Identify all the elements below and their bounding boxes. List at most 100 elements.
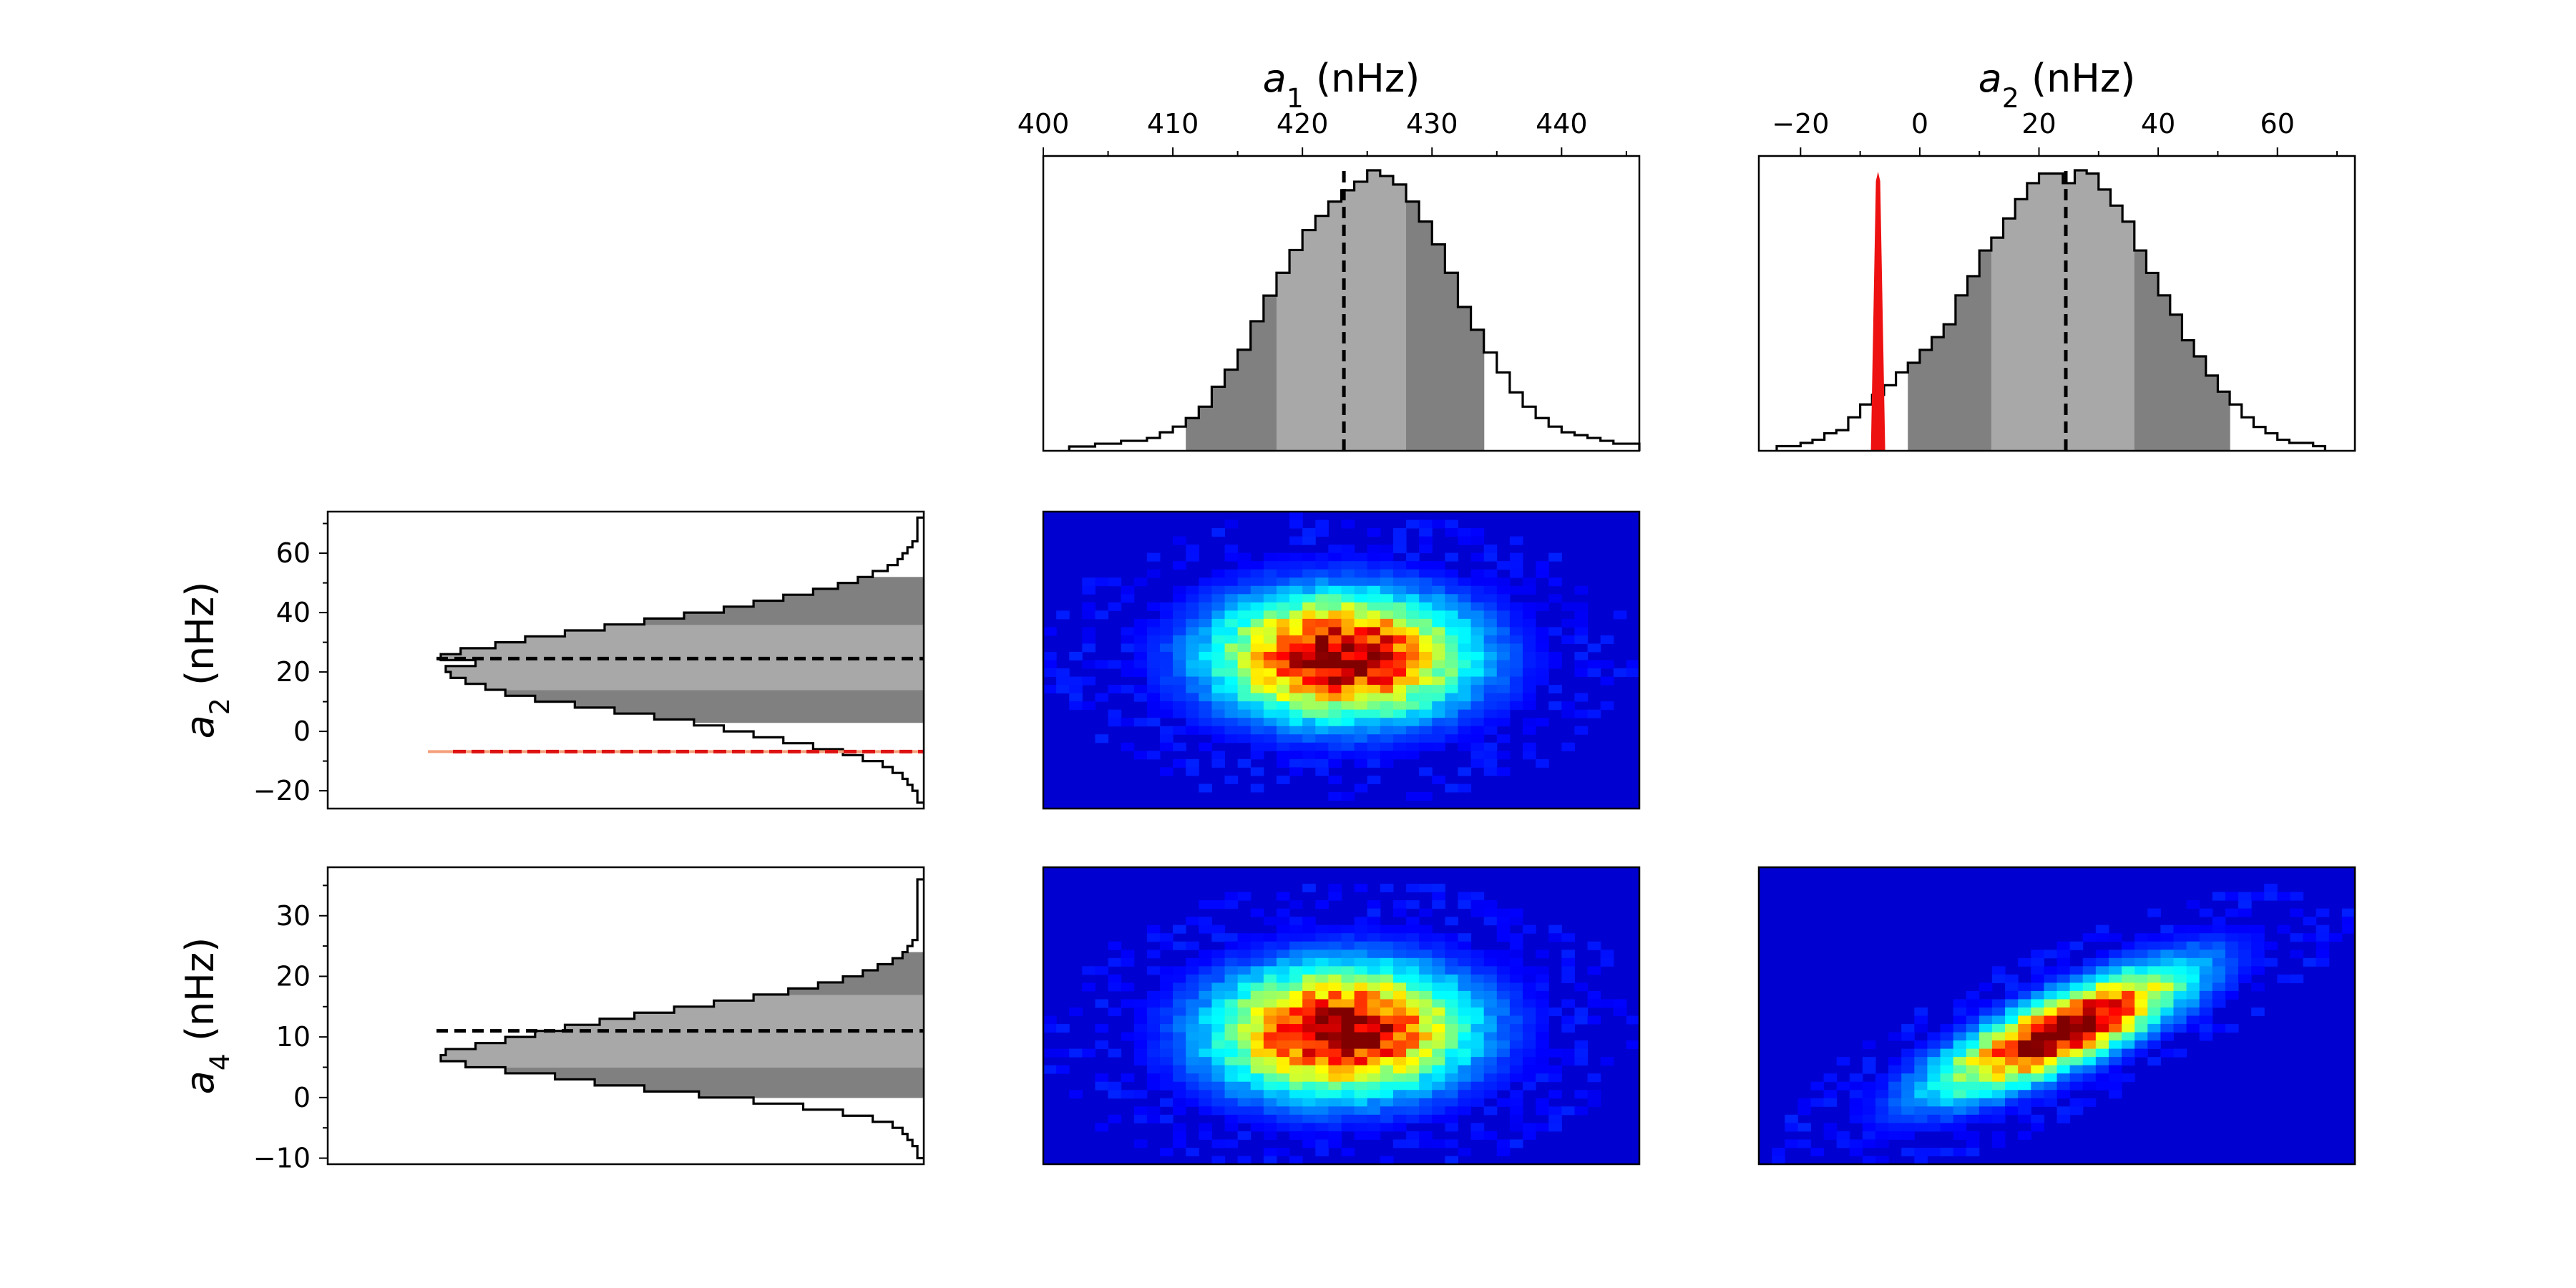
heatmap-cell [1901, 1090, 1915, 1099]
heatmap-cell [1991, 1007, 2006, 1016]
heatmap-cell [1862, 1040, 1876, 1050]
heatmap-cell [1315, 528, 1329, 537]
heatmap-cell [1470, 990, 1485, 1000]
heatmap-cell [2225, 950, 2239, 959]
heatmap-cell [2160, 982, 2174, 992]
histogram-bar [857, 577, 924, 584]
heatmap-cell [1406, 1048, 1420, 1058]
heatmap-cell [1237, 892, 1252, 901]
heatmap-cell [1419, 966, 1433, 975]
heatmap-cell [2122, 941, 2135, 950]
heatmap-cell [1406, 1032, 1420, 1041]
heatmap-cell [1263, 1057, 1277, 1066]
heatmap-cell [1797, 1123, 1811, 1132]
heatmap-cell [1496, 1015, 1511, 1025]
heatmap-cell [1289, 1073, 1303, 1083]
heatmap-cell [1367, 668, 1381, 678]
heatmap-cell [1914, 1073, 1928, 1083]
heatmap-cell [1380, 610, 1394, 620]
heatmap-cell [1276, 1147, 1290, 1156]
heatmap-cell [1927, 1114, 1941, 1123]
heatmap-cell [2082, 1098, 2097, 1107]
heatmap-cell [2238, 957, 2252, 967]
heatmap-cell [1940, 1098, 1954, 1107]
heatmap-cell [1419, 1131, 1433, 1140]
heatmap-cell [1392, 1139, 1407, 1148]
heatmap-cell [2173, 941, 2187, 950]
heatmap-cell [1276, 1015, 1290, 1025]
heatmap-cell [2082, 1048, 2097, 1058]
heatmap-cell [1901, 1057, 1915, 1066]
heatmap-cell [1302, 1057, 1316, 1066]
heatmap-cell [2018, 1007, 2031, 1016]
heatmap-cell [1367, 900, 1381, 909]
heatmap-cell [1862, 1114, 1876, 1123]
heatmap-cell [1341, 974, 1355, 983]
heatmap-cell [1095, 1024, 1109, 1033]
heatmap-cell [1470, 950, 1485, 959]
heatmap-cell [1315, 685, 1329, 694]
heatmap-cell [1523, 1065, 1536, 1074]
heatmap-cell [2108, 1007, 2122, 1016]
heatmap-cell [1367, 1040, 1381, 1050]
heatmap-cell [1302, 660, 1316, 669]
heatmap-cell [1953, 1081, 1967, 1091]
histogram-bar [1943, 324, 1956, 451]
heatmap-cell [1445, 685, 1458, 694]
heatmap-cell [2225, 924, 2239, 934]
heatmap-cell [2031, 974, 2044, 983]
heatmap-cell [1146, 1065, 1161, 1074]
heatmap-cell [1367, 709, 1381, 718]
heatmap-cell [2173, 999, 2187, 1008]
heatmap-cell [1419, 602, 1433, 611]
heatmap-cell [1380, 1032, 1394, 1041]
heatmap-cell [1380, 602, 1394, 611]
heatmap-cell [1483, 618, 1498, 628]
heatmap-cell [2057, 1048, 2071, 1058]
heatmap-cell [1159, 668, 1174, 678]
heatmap-cell [1302, 957, 1316, 967]
heatmap-cell [1914, 1048, 1928, 1058]
heatmap-cell [1224, 957, 1239, 967]
heatmap-cell [1561, 957, 1575, 967]
heatmap-cell [2069, 1106, 2084, 1116]
heatmap-cell [1315, 1040, 1329, 1050]
tick-label: 0 [293, 1082, 311, 1113]
heatmap-cell [1328, 569, 1342, 578]
heatmap-cell [1496, 1073, 1511, 1083]
heatmap-cell [2160, 1024, 2174, 1033]
heatmap-cell [1406, 751, 1420, 760]
heatmap-cell [1470, 1024, 1485, 1033]
heatmap-cell [1082, 966, 1096, 975]
histogram-bar [2218, 391, 2230, 451]
heatmap-cell [2147, 999, 2161, 1008]
heatmap-cell [1199, 1098, 1212, 1107]
heatmap-cell [1250, 734, 1264, 743]
heatmap-cell [1250, 561, 1264, 570]
heatmap-cell [1483, 1048, 1498, 1058]
heatmap-cell [1263, 627, 1277, 636]
heatmap-cell [1302, 577, 1316, 587]
heatmap-cell [1862, 1123, 1876, 1132]
heatmap-cell [1276, 552, 1290, 562]
heatmap-cell [1250, 685, 1264, 694]
heatmap-cell [2057, 1106, 2071, 1116]
heatmap-cell [1445, 1123, 1458, 1132]
heatmap-cell [1470, 651, 1485, 660]
heatmap-cell [1302, 924, 1316, 934]
heatmap-cell [1392, 718, 1407, 727]
heatmap-cell [1914, 1147, 1928, 1156]
heatmap-cell [1354, 751, 1368, 760]
histogram-bar [2110, 205, 2123, 451]
heatmap-cell [1173, 1024, 1186, 1033]
heatmap-cell [1888, 1073, 1902, 1083]
heatmap-cell [1341, 519, 1355, 529]
heatmap-cell [1548, 577, 1562, 587]
heatmap-cell [2057, 1024, 2071, 1033]
heatmap-cell [2186, 966, 2200, 975]
heatmap-cell [1574, 693, 1589, 702]
heatmap-cell [1458, 1048, 1472, 1058]
heatmap-cell [1536, 676, 1549, 686]
heatmap-cell [1966, 1007, 1980, 1016]
heatmap-cell [1250, 1065, 1264, 1074]
